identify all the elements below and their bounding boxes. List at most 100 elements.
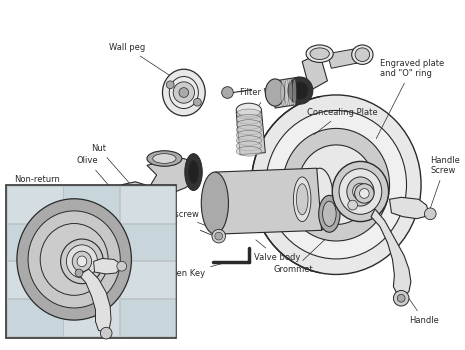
Bar bbox=[7, 299, 62, 336]
Ellipse shape bbox=[153, 154, 176, 163]
Ellipse shape bbox=[306, 45, 333, 62]
Text: Engraved plate
and "O" ring: Engraved plate and "O" ring bbox=[376, 58, 444, 139]
Text: HOT: HOT bbox=[356, 193, 365, 199]
Ellipse shape bbox=[88, 195, 100, 209]
Polygon shape bbox=[93, 258, 120, 274]
Circle shape bbox=[100, 327, 112, 339]
Ellipse shape bbox=[293, 177, 311, 222]
Ellipse shape bbox=[266, 111, 406, 259]
Ellipse shape bbox=[236, 109, 261, 119]
Bar bbox=[64, 261, 119, 298]
Ellipse shape bbox=[140, 199, 150, 223]
Ellipse shape bbox=[266, 79, 285, 106]
Polygon shape bbox=[327, 48, 365, 68]
Ellipse shape bbox=[66, 245, 98, 278]
Text: Handle
Screw: Handle Screw bbox=[429, 156, 460, 211]
Ellipse shape bbox=[289, 79, 292, 106]
Circle shape bbox=[212, 229, 226, 243]
Ellipse shape bbox=[283, 128, 390, 241]
Polygon shape bbox=[275, 77, 299, 108]
Text: Handle: Handle bbox=[405, 294, 439, 325]
Ellipse shape bbox=[59, 190, 76, 218]
Polygon shape bbox=[141, 159, 195, 219]
Polygon shape bbox=[390, 197, 428, 219]
Ellipse shape bbox=[107, 190, 119, 212]
Text: COLD: COLD bbox=[354, 183, 366, 190]
Ellipse shape bbox=[126, 193, 140, 210]
Circle shape bbox=[425, 208, 436, 220]
Polygon shape bbox=[120, 182, 147, 220]
Circle shape bbox=[348, 200, 358, 210]
Text: Concealing Plate: Concealing Plate bbox=[307, 108, 378, 134]
Text: Grub screw: Grub screw bbox=[152, 210, 216, 229]
Polygon shape bbox=[302, 54, 327, 91]
Ellipse shape bbox=[77, 256, 87, 267]
Bar bbox=[120, 224, 175, 260]
Ellipse shape bbox=[357, 187, 364, 196]
Ellipse shape bbox=[292, 82, 308, 99]
Bar bbox=[64, 299, 119, 336]
Bar bbox=[6, 185, 176, 338]
Polygon shape bbox=[215, 168, 322, 234]
Circle shape bbox=[166, 81, 174, 89]
Ellipse shape bbox=[236, 125, 261, 135]
Circle shape bbox=[75, 269, 83, 277]
Ellipse shape bbox=[17, 199, 132, 320]
Bar bbox=[120, 299, 175, 336]
Ellipse shape bbox=[147, 151, 182, 166]
Circle shape bbox=[215, 232, 223, 240]
Text: Non-return
valve: Non-return valve bbox=[14, 175, 76, 198]
Polygon shape bbox=[236, 110, 266, 155]
Ellipse shape bbox=[319, 195, 340, 232]
Polygon shape bbox=[371, 209, 411, 296]
Text: Allen Key: Allen Key bbox=[166, 263, 224, 278]
Text: Olive: Olive bbox=[77, 156, 112, 189]
Circle shape bbox=[359, 189, 369, 198]
Circle shape bbox=[222, 87, 233, 98]
Bar bbox=[7, 186, 62, 223]
Ellipse shape bbox=[162, 69, 205, 116]
Ellipse shape bbox=[236, 120, 261, 130]
Ellipse shape bbox=[355, 48, 370, 62]
Bar bbox=[64, 224, 119, 260]
Ellipse shape bbox=[352, 183, 368, 200]
Text: Nut: Nut bbox=[91, 144, 132, 186]
Ellipse shape bbox=[137, 194, 153, 228]
Circle shape bbox=[393, 290, 409, 306]
Ellipse shape bbox=[296, 184, 308, 215]
Ellipse shape bbox=[236, 130, 261, 140]
Ellipse shape bbox=[339, 169, 382, 214]
Ellipse shape bbox=[236, 136, 261, 145]
Ellipse shape bbox=[352, 45, 373, 64]
Ellipse shape bbox=[61, 195, 73, 214]
Circle shape bbox=[193, 98, 201, 106]
Ellipse shape bbox=[292, 79, 296, 106]
Ellipse shape bbox=[169, 77, 199, 108]
Ellipse shape bbox=[236, 141, 261, 151]
Ellipse shape bbox=[332, 161, 389, 222]
Bar bbox=[64, 186, 119, 223]
Ellipse shape bbox=[236, 146, 261, 156]
Circle shape bbox=[179, 88, 189, 97]
Polygon shape bbox=[79, 269, 111, 332]
Circle shape bbox=[355, 184, 374, 203]
Bar bbox=[120, 261, 175, 298]
Ellipse shape bbox=[60, 239, 103, 284]
Text: Filter Washer: Filter Washer bbox=[240, 88, 295, 117]
Ellipse shape bbox=[281, 79, 285, 106]
Ellipse shape bbox=[306, 168, 333, 230]
Ellipse shape bbox=[288, 77, 313, 104]
Ellipse shape bbox=[72, 251, 92, 272]
Ellipse shape bbox=[201, 172, 228, 234]
Ellipse shape bbox=[285, 79, 289, 106]
Polygon shape bbox=[60, 186, 122, 219]
Ellipse shape bbox=[310, 48, 329, 60]
Bar bbox=[7, 261, 62, 298]
Ellipse shape bbox=[299, 145, 374, 224]
Ellipse shape bbox=[189, 160, 199, 184]
Text: Wall peg: Wall peg bbox=[109, 43, 181, 83]
Ellipse shape bbox=[347, 177, 374, 206]
Circle shape bbox=[117, 261, 126, 271]
Text: Grommet: Grommet bbox=[273, 240, 325, 274]
Ellipse shape bbox=[236, 114, 261, 124]
